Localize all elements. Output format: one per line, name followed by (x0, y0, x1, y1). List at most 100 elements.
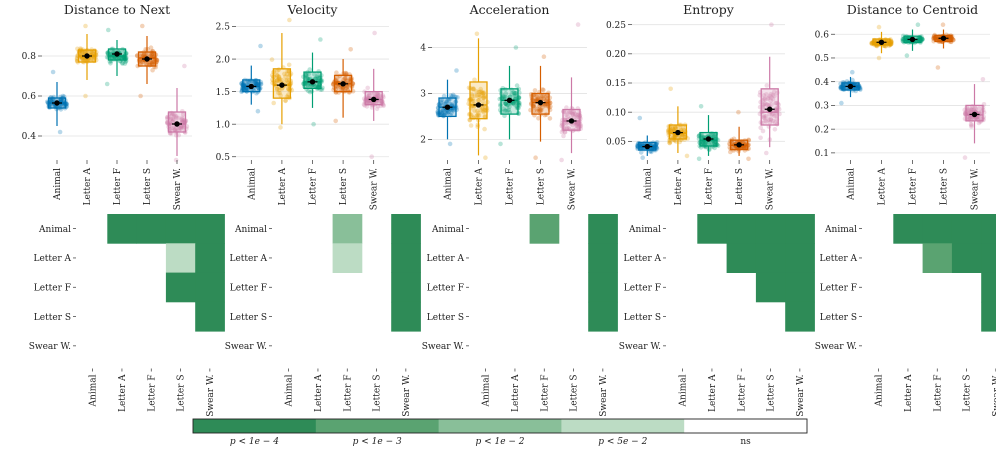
data-point (82, 49, 88, 55)
data-point (543, 103, 549, 108)
col-label: Letter F (737, 375, 747, 412)
data-point (542, 102, 548, 107)
data-point (700, 140, 706, 145)
row-label: Animal (431, 225, 464, 235)
row-label: Letter S (624, 313, 661, 323)
data-point (673, 124, 678, 130)
data-point (276, 90, 281, 96)
y-tick-label: 0.5 (216, 153, 231, 163)
data-point (483, 155, 488, 160)
data-point (343, 70, 348, 76)
data-point (285, 69, 290, 74)
x-tick-label: Letter F (506, 168, 516, 205)
sig-cell (391, 243, 421, 273)
sig-cell (588, 243, 618, 273)
data-point (638, 150, 644, 155)
sig-cell (951, 243, 982, 273)
data-point (149, 60, 155, 65)
data-point (767, 120, 773, 125)
data-point (446, 98, 452, 103)
x-tick-label: Animal (643, 168, 653, 201)
legend-label: p < 1e − 4 (230, 437, 279, 447)
data-point (559, 129, 565, 135)
data-point (760, 98, 766, 103)
data-point (282, 71, 287, 77)
data-point (311, 121, 316, 127)
data-point (375, 92, 381, 98)
data-point (80, 56, 85, 62)
data-point (148, 60, 153, 65)
data-point (287, 17, 292, 23)
panel-title: Distance to Next (64, 2, 170, 17)
data-point (537, 108, 542, 114)
data-point (171, 117, 177, 122)
data-point (574, 115, 580, 120)
data-point (343, 76, 348, 81)
data-point (498, 141, 503, 147)
data-point (141, 53, 146, 58)
x-tick-label: Letter A (83, 168, 93, 206)
data-point (285, 80, 291, 86)
data-point (501, 94, 506, 100)
data-point (254, 81, 260, 87)
box-Letter A (469, 81, 488, 120)
row-label: Swear W. (619, 342, 661, 352)
sig-cell (755, 214, 786, 244)
data-point (309, 83, 315, 89)
sig-cell (588, 301, 618, 332)
data-point (543, 93, 549, 99)
data-point (170, 119, 175, 125)
data-point (275, 86, 280, 92)
mean-marker (847, 83, 854, 90)
data-point (512, 90, 517, 96)
data-point (760, 128, 766, 134)
data-point (482, 108, 488, 113)
data-point (531, 105, 537, 110)
data-point (511, 100, 517, 106)
y-tick-label: 0.1 (815, 149, 829, 159)
data-point (761, 102, 767, 107)
data-point (568, 110, 573, 116)
data-point (962, 155, 968, 160)
x-tick-label: Swear W. (766, 168, 776, 210)
data-point (283, 74, 288, 79)
data-point (276, 74, 282, 80)
legend-swatch (684, 419, 808, 433)
data-point (180, 119, 186, 125)
col-label: Swear W. (796, 374, 806, 416)
panel-2: Acceleration 2 3 4 Animal Letter A Letter F Let… (420, 2, 618, 417)
data-point (170, 111, 176, 117)
data-point (90, 57, 96, 62)
data-point (443, 100, 449, 105)
sig-cell (697, 214, 727, 244)
data-point (274, 78, 280, 83)
data-point (940, 22, 946, 28)
data-point (176, 125, 182, 131)
data-point (667, 140, 672, 145)
sig-cell (165, 272, 196, 303)
data-point (305, 76, 310, 81)
data-point (149, 52, 154, 58)
data-point (245, 86, 250, 92)
data-point (481, 91, 486, 96)
data-point (150, 61, 155, 66)
data-point (276, 76, 282, 82)
data-point (179, 117, 184, 122)
y-tick-label: 0.6 (815, 30, 830, 40)
data-point (476, 111, 481, 116)
data-point (711, 134, 717, 140)
data-point (344, 71, 349, 76)
data-point (474, 89, 479, 94)
data-point (512, 102, 517, 107)
data-point (563, 120, 569, 126)
x-tick-label: Letter A (475, 168, 485, 206)
data-point (104, 81, 110, 87)
data-point (168, 117, 173, 122)
col-label: Letter F (540, 375, 550, 412)
data-point (367, 92, 372, 98)
data-point (471, 86, 477, 92)
data-point (541, 87, 546, 93)
data-point (449, 102, 455, 107)
data-point (108, 61, 113, 66)
data-point (284, 78, 290, 83)
